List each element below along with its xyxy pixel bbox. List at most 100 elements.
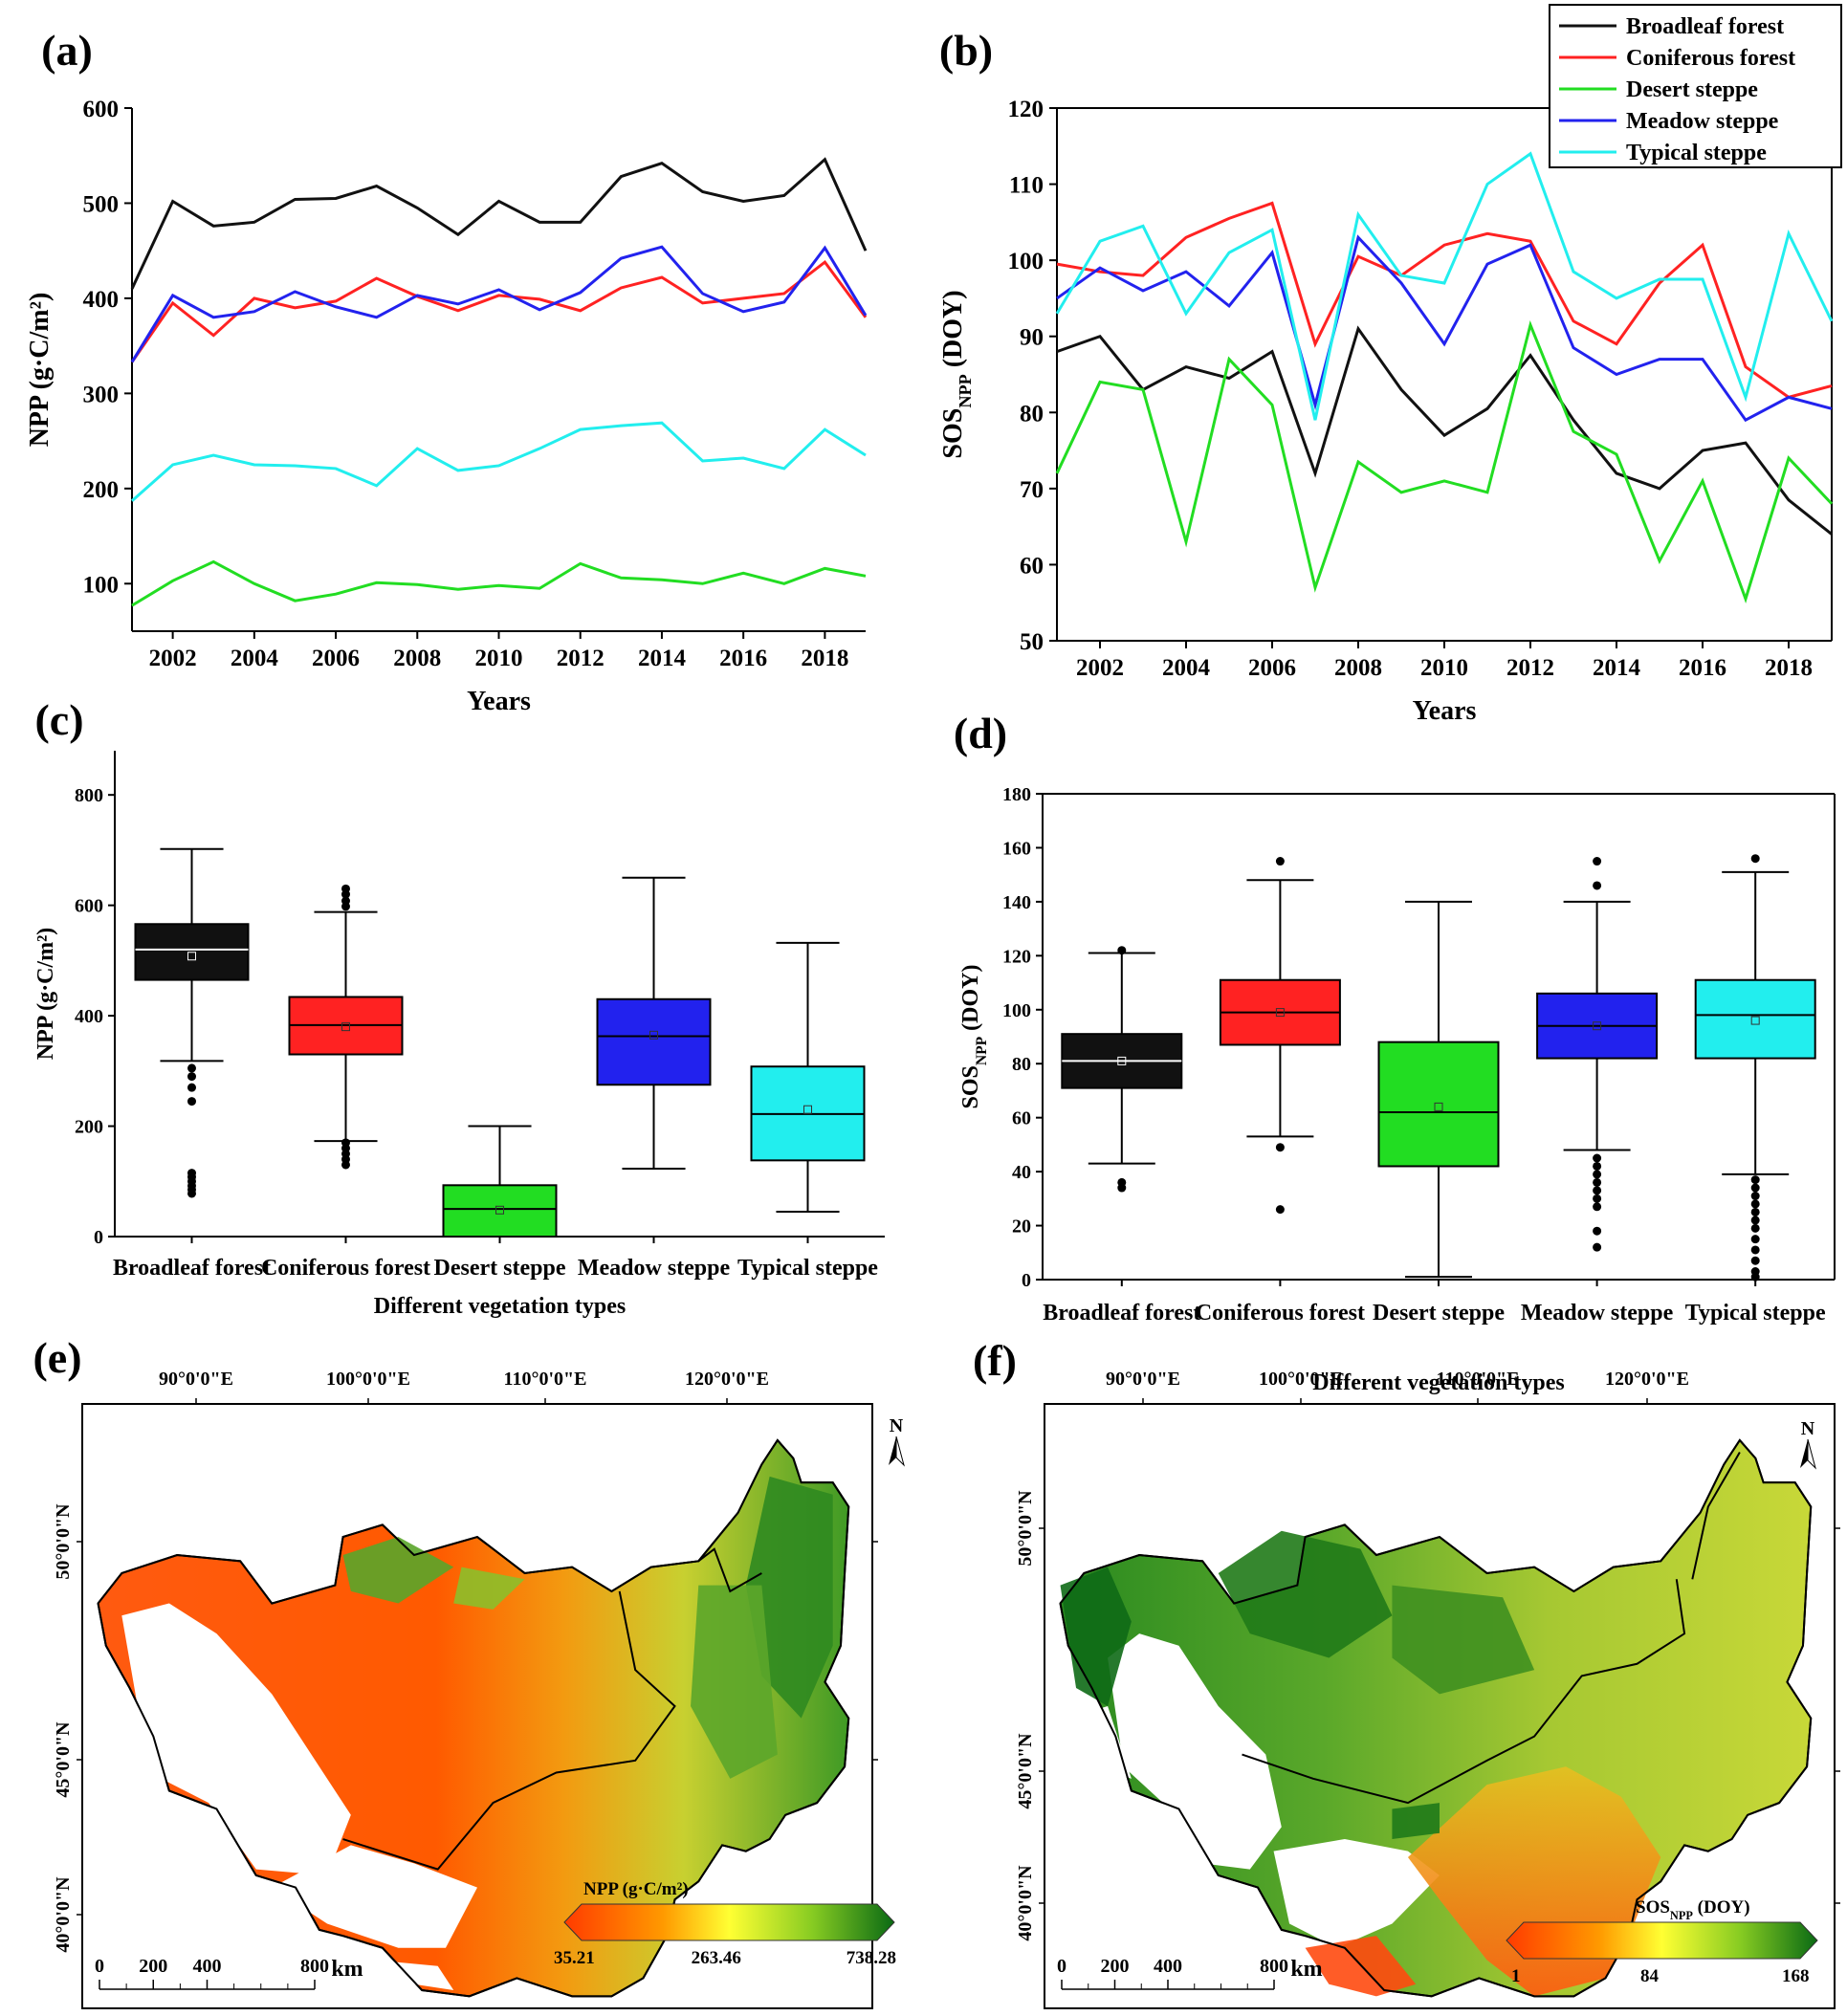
mean-marker xyxy=(341,1022,350,1032)
outlier-point xyxy=(1593,881,1602,890)
panel-label: (d) xyxy=(954,709,1007,757)
internal-boundary xyxy=(342,1590,676,1871)
outlier-point xyxy=(187,1189,196,1198)
series-line-meadow-steppe xyxy=(1056,234,1833,423)
no-data-area xyxy=(1067,1706,1132,1779)
longitude-label: 110°0'0"E xyxy=(1437,1369,1520,1390)
outlier-point xyxy=(187,1083,196,1092)
chart-c-npp-boxplot: 0 200 400 600 800 Broadleaf forestConiferous … xyxy=(33,695,885,1319)
x-tick-label: 2002 xyxy=(1076,655,1124,681)
longitude-label: 120°0'0"E xyxy=(1605,1369,1689,1390)
y-tick-label: 0 xyxy=(94,1227,103,1248)
y-tick-label: 600 xyxy=(75,896,103,917)
outlier-point xyxy=(1593,1153,1602,1163)
category-label: Broadleaf forest xyxy=(113,1256,271,1281)
map-e-npp: (e) 90°0'0"E 100°0'0"E 110°0'0"E 120°0'0"E 50… xyxy=(33,1333,905,2009)
series-line-meadow-steppe xyxy=(130,245,868,363)
chart-a-npp-timeseries: 100 200 300 400 500 600 2002 2004 2006 2008 2010 20… xyxy=(25,26,868,716)
y-tick-label: 400 xyxy=(75,1006,103,1027)
y-tick-label: 500 xyxy=(83,191,120,217)
y-tick-label: 100 xyxy=(83,572,120,598)
y-tick-label: 0 xyxy=(1022,1270,1031,1291)
outlier-point xyxy=(1750,1175,1760,1185)
series-line-coniferous-forest xyxy=(1056,201,1833,400)
x-axis-title: Different vegetation types xyxy=(1312,1370,1564,1395)
x-axis-title: Different vegetation types xyxy=(374,1294,626,1319)
box-typical-steppe xyxy=(1694,978,1816,1060)
series-line-broadleaf-forest xyxy=(1056,325,1833,536)
outlier-point xyxy=(1750,1199,1760,1209)
outlier-point xyxy=(341,1160,350,1170)
longitude-label: 120°0'0"E xyxy=(685,1369,769,1390)
vegetation-patch xyxy=(342,1537,454,1604)
outlier-point xyxy=(187,1063,196,1073)
mean-marker xyxy=(1117,1056,1127,1065)
y-tick-label: 60 xyxy=(1020,553,1044,579)
colorbar-title: SOSNPP (DOY) xyxy=(1636,1897,1750,1922)
outlier-point xyxy=(187,1072,196,1082)
colorbar-value: 84 xyxy=(1640,1966,1660,1986)
panel-label: (e) xyxy=(33,1333,81,1382)
vegetation-patch xyxy=(1392,1803,1440,1840)
x-tick-label: 2010 xyxy=(475,646,523,671)
scale-unit: km xyxy=(331,1957,363,1982)
y-tick-label: 800 xyxy=(75,785,103,806)
y-tick-label: 40 xyxy=(1012,1162,1031,1183)
map-f-sos: (f) 90°0'0"E 100°0'0"E 110°0'0"E 120°0'0"E 50… xyxy=(973,1336,1840,2009)
outlier-point xyxy=(187,1097,196,1107)
colorbar xyxy=(563,1903,895,1941)
x-tick-label: 2008 xyxy=(393,646,441,671)
y-tick-label: 70 xyxy=(1020,477,1044,503)
series-line-desert-steppe xyxy=(1055,319,1834,603)
x-tick-label: 2002 xyxy=(149,646,197,671)
scale-label: 200 xyxy=(1101,1956,1130,1977)
colorbar-value: 1 xyxy=(1511,1966,1521,1986)
scale-label: 400 xyxy=(1154,1956,1182,1977)
no-data-area xyxy=(121,1603,351,1875)
north-label: N xyxy=(1801,1418,1815,1439)
north-arrow-icon-half xyxy=(1807,1438,1816,1470)
series-line-broadleaf-forest xyxy=(130,157,868,290)
outlier-point xyxy=(1750,1256,1760,1265)
x-tick-label: 2018 xyxy=(801,646,848,671)
panel-label: (c) xyxy=(34,695,83,744)
y-tick-label: 200 xyxy=(75,1117,103,1138)
internal-boundary xyxy=(697,1547,762,1593)
y-tick-label: 200 xyxy=(83,477,120,503)
outlier-point xyxy=(1593,1161,1602,1171)
category-label: Meadow steppe xyxy=(578,1256,731,1281)
outlier-point xyxy=(1750,854,1760,864)
colorbar-value: 263.46 xyxy=(692,1948,741,1968)
x-tick-label: 2010 xyxy=(1420,655,1468,681)
outlier-point xyxy=(1117,946,1127,955)
box-meadow-steppe xyxy=(596,997,712,1086)
no-data-area xyxy=(1273,1839,1440,1948)
x-tick-label: 2004 xyxy=(1162,655,1211,681)
y-axis-title: NPP (g·C/m²) xyxy=(33,928,58,1061)
mean-marker xyxy=(1275,1008,1285,1018)
outlier-point xyxy=(1593,1226,1602,1236)
x-tick-label: 2016 xyxy=(1679,655,1726,681)
colorbar xyxy=(1506,1921,1818,1960)
mean-marker xyxy=(1434,1102,1443,1111)
outlier-point xyxy=(1750,1235,1760,1244)
outlier-point xyxy=(1750,1183,1760,1193)
scale-label: 800 xyxy=(1260,1956,1288,1977)
panel-label: (b) xyxy=(939,26,993,75)
x-tick-label: 2008 xyxy=(1334,655,1382,681)
y-tick-label: 90 xyxy=(1020,325,1044,351)
outlier-point xyxy=(1750,1223,1760,1233)
y-axis-title: SOSNPP (DOY) xyxy=(958,964,990,1108)
legend-label: Broadleaf forest xyxy=(1626,14,1784,39)
outlier-point xyxy=(1593,1242,1602,1252)
y-tick-label: 180 xyxy=(1002,784,1031,805)
mean-marker xyxy=(649,1030,658,1040)
y-tick-label: 600 xyxy=(83,97,120,122)
vegetation-patch xyxy=(1218,1530,1393,1658)
outlier-point xyxy=(1593,1202,1602,1212)
outlier-point xyxy=(1593,1170,1602,1179)
x-tick-label: 2012 xyxy=(1506,655,1554,681)
scale-label: 400 xyxy=(193,1956,222,1977)
legend-label: Coniferous forest xyxy=(1626,46,1795,71)
north-arrow-icon xyxy=(1800,1439,1808,1468)
